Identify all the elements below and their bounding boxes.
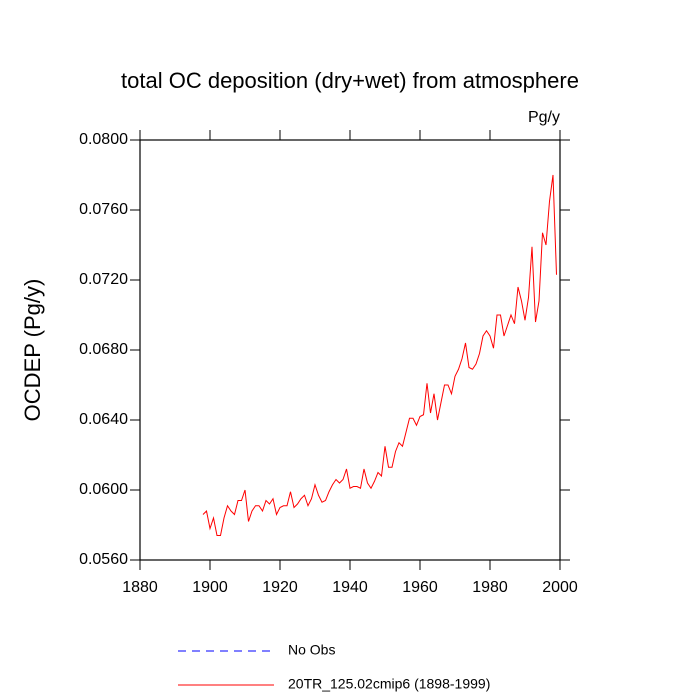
y-tick-label: 0.0720 <box>79 271 128 288</box>
x-tick-label: 1880 <box>122 579 158 596</box>
legend-label: No Obs <box>288 642 335 658</box>
y-tick-label: 0.0800 <box>79 131 128 148</box>
y-tick-label: 0.0640 <box>79 411 128 428</box>
x-tick-label: 2000 <box>542 579 578 596</box>
x-tick-label: 1900 <box>192 579 228 596</box>
series-line <box>202 174 557 536</box>
y-axis-label: OCDEP (Pg/y) <box>20 279 45 422</box>
x-tick-label: 1980 <box>472 579 508 596</box>
legend-label: 20TR_125.02cmip6 (1898-1999) <box>288 676 490 692</box>
x-tick-label: 1960 <box>402 579 438 596</box>
chart-title: total OC deposition (dry+wet) from atmos… <box>121 68 579 93</box>
y-tick-label: 0.0560 <box>79 551 128 568</box>
x-tick-label: 1920 <box>262 579 298 596</box>
y-tick-label: 0.0760 <box>79 201 128 218</box>
y-tick-label: 0.0680 <box>79 341 128 358</box>
units-label: Pg/y <box>528 109 560 126</box>
x-tick-label: 1940 <box>332 579 368 596</box>
y-tick-label: 0.0600 <box>79 481 128 498</box>
plot-frame <box>139 139 561 561</box>
